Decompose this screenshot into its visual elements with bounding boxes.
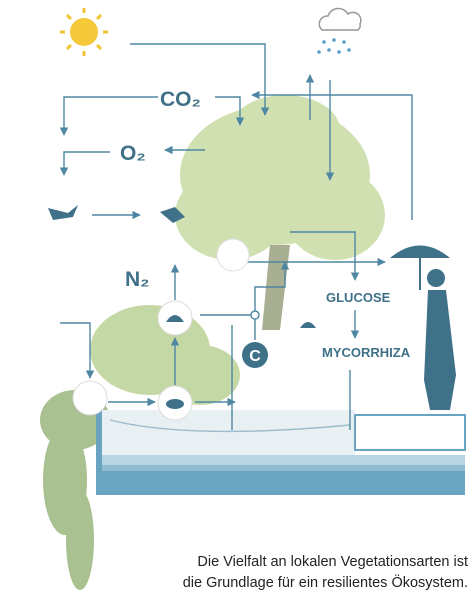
carbon-label: C (249, 348, 261, 365)
mycorrhiza-label: MYCORRHIZA (322, 345, 411, 360)
n2-label: N₂ (125, 268, 150, 291)
glucose-label: GLUCOSE (326, 290, 391, 305)
caption-line: Die Vielfalt an lokalen Vegetationsarten… (197, 554, 468, 570)
rain-cloud (317, 8, 361, 53)
sun (60, 8, 108, 56)
green-roof (96, 410, 465, 495)
co2-label: CO₂ (160, 88, 201, 111)
diagram: CO₂ O₂ N₂ C GLUCOSE MYCORRHIZA Die Vielf… (0, 0, 475, 599)
person (390, 246, 456, 411)
o2-label: O₂ (120, 142, 146, 165)
caption-line: die Grundlage für ein resilientes Ökosys… (183, 573, 468, 591)
